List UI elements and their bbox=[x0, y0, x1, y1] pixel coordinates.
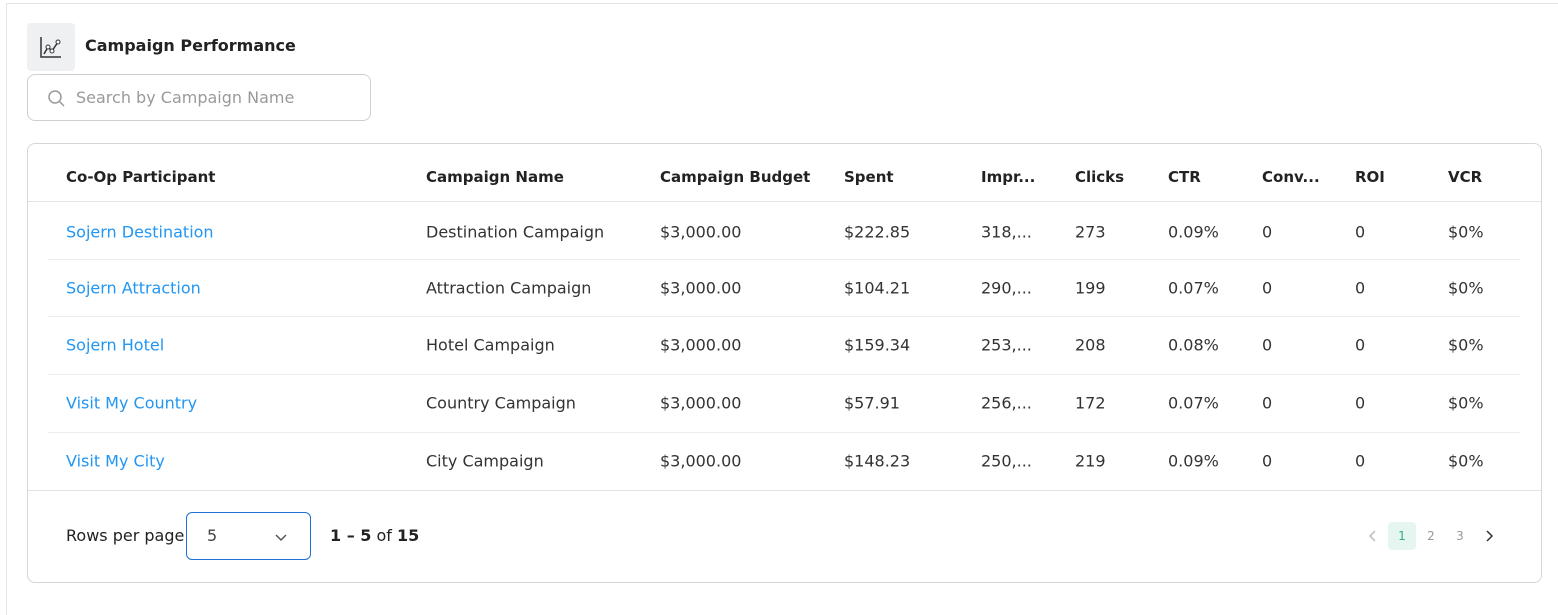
search-icon bbox=[48, 90, 65, 107]
table-cell: 0 bbox=[1262, 222, 1273, 242]
table-cell: 0.08% bbox=[1168, 335, 1219, 355]
column-header: Campaign Budget bbox=[660, 168, 811, 186]
table-cell: 0 bbox=[1262, 335, 1273, 355]
table-cell: 172 bbox=[1075, 393, 1106, 413]
table-cell: $222.85 bbox=[844, 222, 911, 242]
table-cell: 273 bbox=[1075, 222, 1106, 242]
participant-link[interactable]: Sojern Hotel bbox=[66, 335, 165, 355]
header-divider bbox=[28, 201, 1541, 202]
prev-page[interactable] bbox=[1366, 529, 1380, 543]
row-divider bbox=[48, 374, 1520, 375]
table-cell: $3,000.00 bbox=[660, 451, 742, 471]
table-cell: 0 bbox=[1355, 451, 1366, 471]
table-cell: 256,... bbox=[981, 393, 1032, 413]
table-cell: 0 bbox=[1355, 393, 1366, 413]
table-card bbox=[27, 143, 1542, 583]
table-cell: $0% bbox=[1448, 222, 1484, 242]
column-header: Conv... bbox=[1262, 168, 1320, 186]
table-cell: $3,000.00 bbox=[660, 335, 742, 355]
table-cell: 0 bbox=[1262, 278, 1273, 298]
page-button[interactable]: 1 bbox=[1388, 522, 1416, 550]
frame bbox=[6, 3, 1558, 615]
column-header: Impr... bbox=[981, 168, 1036, 186]
column-header: Spent bbox=[844, 168, 894, 186]
row-divider bbox=[48, 316, 1520, 317]
table-cell: $3,000.00 bbox=[660, 393, 742, 413]
search-placeholder: Search by Campaign Name bbox=[76, 88, 295, 107]
table-cell: 0 bbox=[1355, 335, 1366, 355]
table-cell: $3,000.00 bbox=[660, 222, 742, 242]
table-cell: Attraction Campaign bbox=[426, 278, 592, 298]
row-divider bbox=[48, 432, 1520, 433]
table-cell: Country Campaign bbox=[426, 393, 576, 413]
table-cell: 250,... bbox=[981, 451, 1032, 471]
participant-link[interactable]: Visit My Country bbox=[66, 393, 198, 413]
table-cell: $0% bbox=[1448, 451, 1484, 471]
table-cell: 199 bbox=[1075, 278, 1106, 298]
table-cell: 290,... bbox=[981, 278, 1032, 298]
table-cell: $0% bbox=[1448, 278, 1484, 298]
table-cell: 0 bbox=[1262, 451, 1273, 471]
table-cell: 0.09% bbox=[1168, 451, 1219, 471]
table-cell: $0% bbox=[1448, 393, 1484, 413]
column-header: Co-Op Participant bbox=[66, 168, 216, 186]
column-header: CTR bbox=[1168, 168, 1201, 186]
total: 15 bbox=[397, 526, 420, 545]
page-button[interactable]: 3 bbox=[1456, 529, 1464, 543]
footer-divider bbox=[28, 490, 1541, 491]
icon bbox=[40, 37, 61, 58]
rows-per-page-label: Rows per page bbox=[66, 526, 185, 545]
page-button[interactable]: 2 bbox=[1427, 529, 1435, 543]
table-cell: 0.09% bbox=[1168, 222, 1219, 242]
column-header: Campaign Name bbox=[426, 168, 564, 186]
table-cell: $104.21 bbox=[844, 278, 911, 298]
table-cell: City Campaign bbox=[426, 451, 544, 471]
table-cell: 219 bbox=[1075, 451, 1106, 471]
column-header: ROI bbox=[1355, 168, 1385, 186]
search-box[interactable]: Search by Campaign Name bbox=[27, 74, 371, 121]
table-cell: $3,000.00 bbox=[660, 278, 742, 298]
chart-icon bbox=[27, 23, 75, 71]
table-cell: 253,... bbox=[981, 335, 1032, 355]
table-cell: 0.07% bbox=[1168, 393, 1219, 413]
table-cell: 0 bbox=[1355, 278, 1366, 298]
range: 1 – 5 bbox=[330, 526, 372, 545]
column-header: Clicks bbox=[1075, 168, 1125, 186]
table-cell: $159.34 bbox=[844, 335, 911, 355]
table-cell: 0 bbox=[1355, 222, 1366, 242]
table-cell: $148.23 bbox=[844, 451, 911, 471]
table-cell: 0 bbox=[1262, 393, 1273, 413]
table-cell: $0% bbox=[1448, 335, 1484, 355]
table-cell: $57.91 bbox=[844, 393, 900, 413]
table-cell: 318,... bbox=[981, 222, 1032, 242]
dropdown-chevron bbox=[275, 534, 287, 542]
table-cell: 0.07% bbox=[1168, 278, 1219, 298]
rows-select[interactable]: 5 bbox=[186, 512, 311, 560]
next-page[interactable] bbox=[1482, 529, 1496, 543]
participant-link[interactable]: Sojern Attraction bbox=[66, 278, 201, 298]
row-divider bbox=[48, 259, 1520, 260]
table-cell: 208 bbox=[1075, 335, 1106, 355]
table-cell: Destination Campaign bbox=[426, 222, 605, 242]
title: Campaign Performance bbox=[85, 36, 296, 55]
participant-link[interactable]: Visit My City bbox=[66, 451, 165, 471]
range-info: 1 – 5 of 15 bbox=[330, 526, 419, 545]
participant-link[interactable]: Sojern Destination bbox=[66, 222, 214, 242]
rows-value: 5 bbox=[207, 526, 218, 545]
of: of bbox=[376, 526, 392, 545]
column-header: VCR bbox=[1448, 168, 1483, 186]
table-cell: Hotel Campaign bbox=[426, 335, 555, 355]
